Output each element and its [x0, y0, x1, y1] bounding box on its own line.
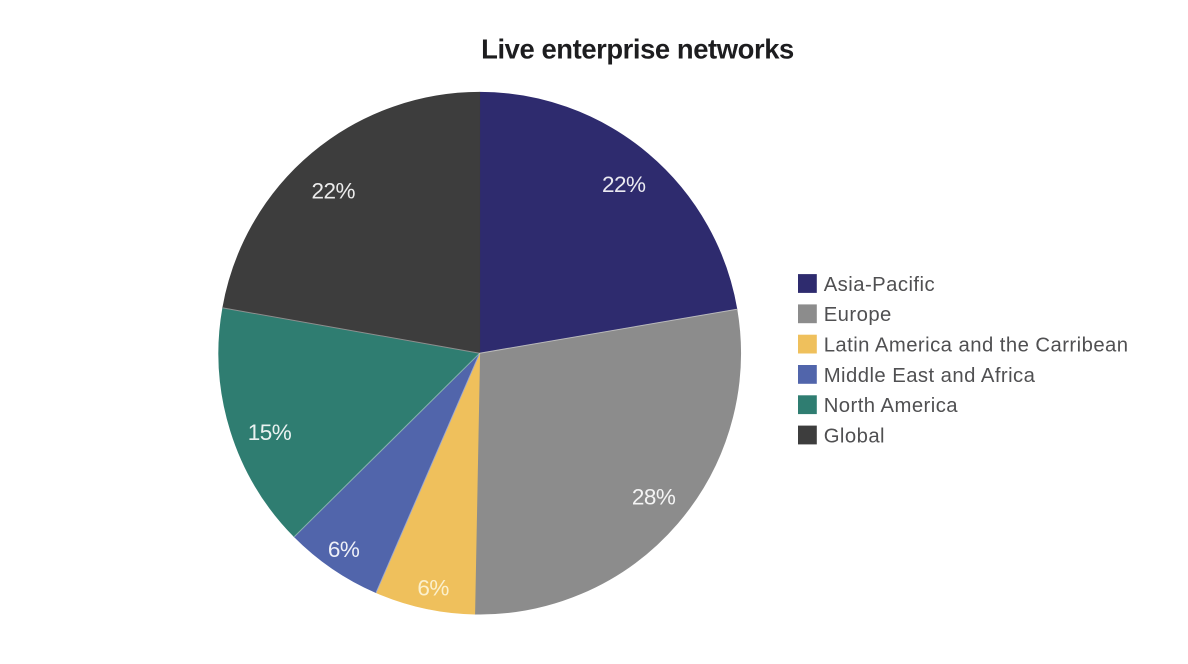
svg-text:15%: 15% [248, 420, 292, 445]
svg-text:22%: 22% [312, 178, 356, 203]
svg-text:Global: Global [824, 425, 885, 447]
svg-text:Europe: Europe [824, 304, 892, 326]
svg-text:Asia-Pacific: Asia-Pacific [824, 274, 935, 296]
svg-text:North America: North America [824, 395, 959, 417]
svg-text:Latin America and the Carribea: Latin America and the Carribean [824, 335, 1129, 357]
svg-text:6%: 6% [328, 537, 360, 562]
svg-text:Middle East and Africa: Middle East and Africa [824, 365, 1036, 387]
svg-text:6%: 6% [417, 576, 449, 601]
svg-text:22%: 22% [602, 172, 646, 197]
svg-text:28%: 28% [632, 484, 676, 509]
svg-text:Live enterprise networks: Live enterprise networks [481, 34, 794, 65]
